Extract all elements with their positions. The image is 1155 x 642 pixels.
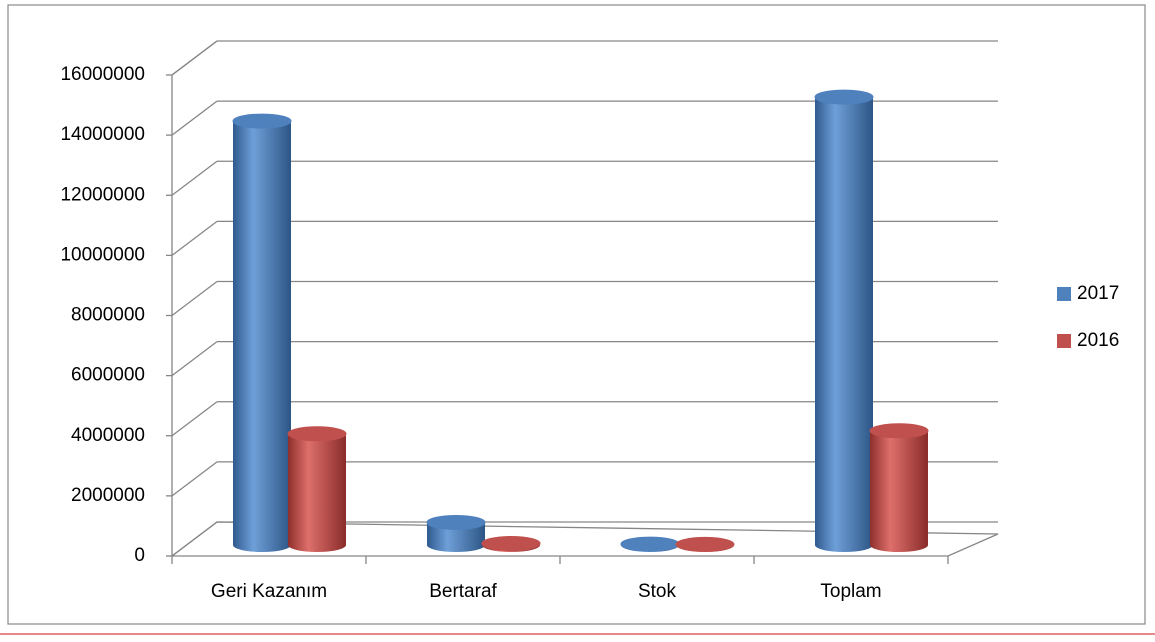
bar-top (620, 536, 680, 552)
bar-top (675, 536, 735, 552)
bar (815, 97, 873, 545)
legend-label: 2017 (1077, 283, 1119, 304)
y-tick-label: 12000000 (60, 184, 145, 205)
y-tick-label: 8000000 (71, 305, 145, 326)
legend-swatch (1057, 287, 1071, 301)
x-tick-label: Stok (638, 581, 677, 602)
grid-line-side (171, 160, 218, 196)
bar (870, 430, 928, 545)
grid-line-side (171, 461, 218, 497)
x-tick-label: Geri Kazanım (211, 581, 327, 602)
y-tick-label: 0 (134, 545, 145, 566)
legend-label: 2016 (1077, 330, 1119, 351)
bar (233, 121, 291, 546)
bar-top (814, 89, 874, 105)
bar-top (481, 535, 541, 551)
y-tick-label: 6000000 (71, 365, 145, 386)
grid-line-side (171, 341, 218, 377)
grid-line-side (171, 100, 218, 136)
grid-line-side (171, 521, 218, 557)
grid-line-side (171, 280, 218, 317)
y-tick-label: 10000000 (60, 244, 145, 265)
chart-border (7, 4, 1146, 625)
legend-swatch (1057, 334, 1071, 348)
bar-top (426, 514, 486, 530)
x-tick-label: Bertaraf (429, 581, 497, 602)
y-tick-label: 14000000 (60, 124, 145, 145)
bar (288, 433, 346, 545)
y-tick-label: 4000000 (71, 425, 145, 446)
y-tick-label: 2000000 (71, 485, 145, 506)
bar-top (232, 113, 292, 129)
bar-top (869, 423, 929, 439)
grid-line-side (171, 40, 218, 76)
grid-line-side (171, 401, 218, 437)
y-tick-label: 16000000 (60, 64, 145, 85)
x-tick-label: Toplam (820, 581, 881, 602)
grid-line-side (171, 220, 218, 256)
bar-top (287, 426, 347, 442)
